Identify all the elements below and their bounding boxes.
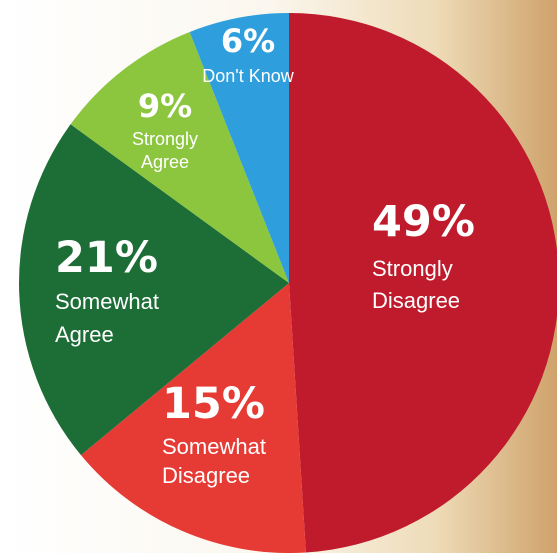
pie-slice-somewhat-agree xyxy=(19,124,289,456)
slice-category-label: Agree xyxy=(141,152,189,172)
slice-category-label: Disagree xyxy=(162,463,250,488)
slice-category-label: Somewhat xyxy=(55,289,159,314)
pie-labels: 49% Strongly Disagree 15% Somewhat Disagree 21… xyxy=(55,22,475,488)
slice-label-strongly-agree: 9% Strongly Agree xyxy=(132,87,198,172)
slice-label-somewhat-disagree: 15% Somewhat Disagree xyxy=(162,379,266,488)
slice-category-label: Disagree xyxy=(372,288,460,313)
pie-slices xyxy=(19,13,557,553)
slice-label-don-t-know: 6% Don't Know xyxy=(202,22,294,86)
slice-category-label: Strongly xyxy=(372,256,453,281)
pie-slice-strongly-agree xyxy=(70,31,289,284)
slice-category-label: Strongly xyxy=(132,129,198,149)
slice-value-label: 49% xyxy=(372,197,475,247)
slice-category-label: Somewhat xyxy=(162,434,266,459)
pie-slice-don-t-know xyxy=(189,13,289,283)
pie-slice-somewhat-disagree xyxy=(80,283,306,553)
slice-label-somewhat-agree: 21% Somewhat Agree xyxy=(55,233,159,347)
slice-value-label: 21% xyxy=(55,233,158,283)
slice-category-label: Agree xyxy=(55,322,114,347)
pie-slice-strongly-disagree xyxy=(289,13,557,553)
slice-value-label: 15% xyxy=(162,379,265,429)
slice-value-label: 6% xyxy=(221,22,275,60)
slice-label-strongly-disagree: 49% Strongly Disagree xyxy=(372,197,475,313)
slice-category-label: Don't Know xyxy=(202,66,294,86)
slice-value-label: 9% xyxy=(138,87,192,125)
